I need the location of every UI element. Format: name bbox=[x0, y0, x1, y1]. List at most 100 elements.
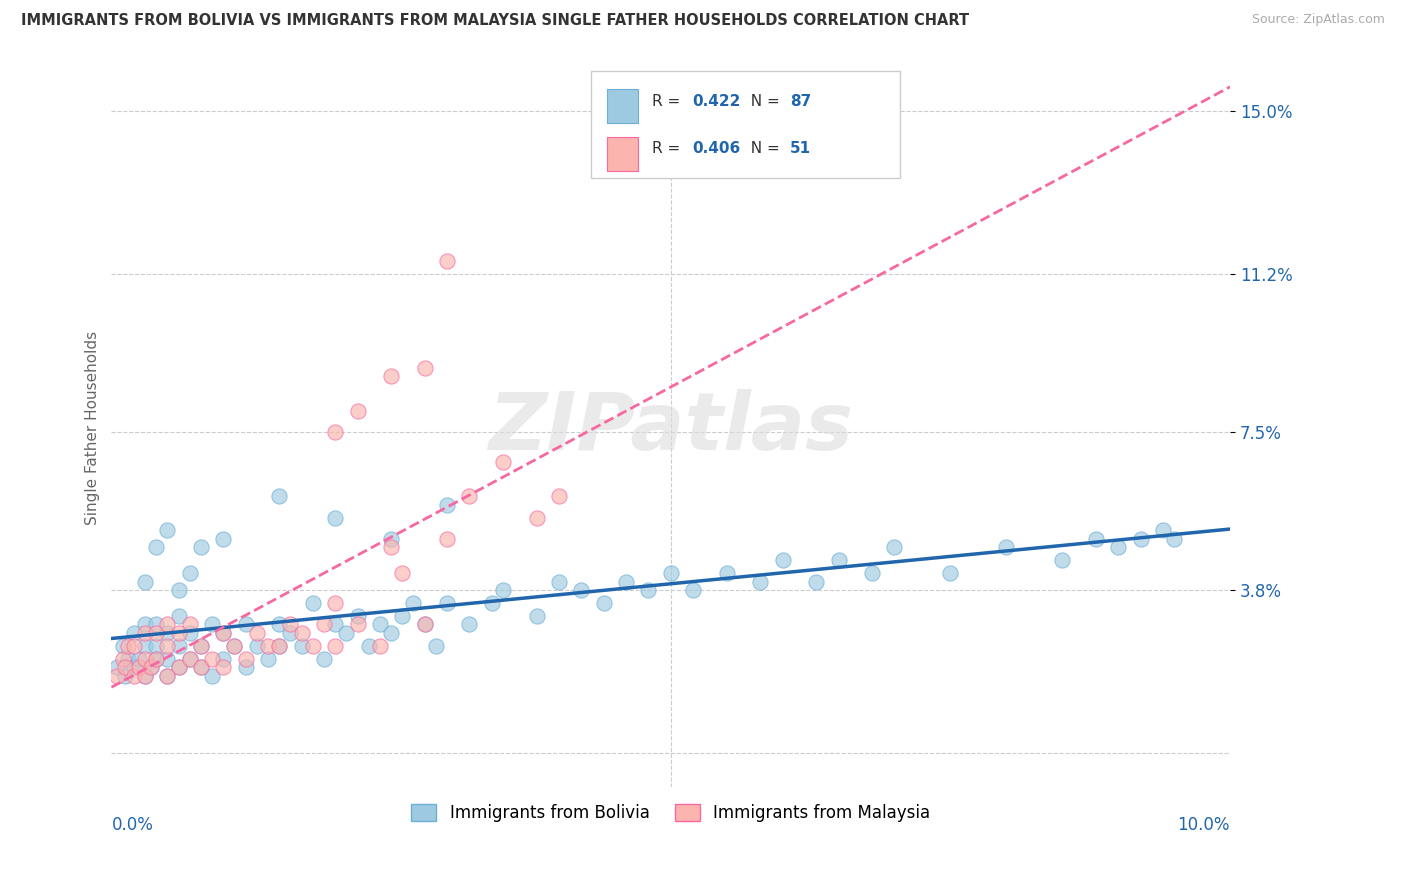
Point bbox=[212, 532, 235, 546]
Point bbox=[312, 617, 335, 632]
Point bbox=[167, 608, 190, 623]
Point bbox=[122, 639, 145, 653]
Point bbox=[128, 660, 150, 674]
Point bbox=[167, 660, 190, 674]
Point bbox=[134, 669, 156, 683]
Point bbox=[190, 660, 212, 674]
Text: R =: R = bbox=[652, 141, 686, 156]
Point bbox=[212, 626, 235, 640]
Point bbox=[312, 651, 335, 665]
Point bbox=[939, 566, 962, 581]
Point bbox=[1163, 532, 1185, 546]
Point bbox=[156, 651, 179, 665]
Text: 0.422: 0.422 bbox=[692, 94, 740, 109]
Text: R =: R = bbox=[652, 94, 686, 109]
Text: N =: N = bbox=[741, 94, 785, 109]
Text: 10.0%: 10.0% bbox=[1178, 815, 1230, 834]
Point bbox=[883, 541, 905, 555]
Point bbox=[122, 669, 145, 683]
Point bbox=[280, 626, 302, 640]
Point bbox=[492, 455, 515, 469]
Point bbox=[346, 617, 368, 632]
Point bbox=[156, 617, 179, 632]
Text: 0.0%: 0.0% bbox=[111, 815, 153, 834]
Point bbox=[1129, 532, 1152, 546]
Point bbox=[716, 566, 738, 581]
Point bbox=[201, 669, 224, 683]
Point bbox=[1152, 524, 1174, 538]
Point bbox=[179, 651, 201, 665]
Point bbox=[827, 553, 849, 567]
Point bbox=[413, 360, 436, 375]
Point bbox=[114, 660, 136, 674]
Point bbox=[492, 583, 515, 598]
Point bbox=[111, 651, 134, 665]
Point bbox=[436, 532, 458, 546]
Point bbox=[134, 617, 156, 632]
Point bbox=[1084, 532, 1107, 546]
Point bbox=[145, 651, 167, 665]
Point bbox=[212, 651, 235, 665]
Point bbox=[548, 489, 571, 503]
Y-axis label: Single Father Households: Single Father Households bbox=[86, 331, 100, 524]
Text: 87: 87 bbox=[790, 94, 811, 109]
Point bbox=[235, 660, 257, 674]
Point bbox=[614, 574, 637, 589]
Point bbox=[224, 639, 246, 653]
Point bbox=[301, 639, 323, 653]
Point bbox=[257, 639, 280, 653]
Text: 51: 51 bbox=[790, 141, 811, 156]
Point bbox=[481, 596, 503, 610]
Point bbox=[246, 639, 269, 653]
Point bbox=[167, 660, 190, 674]
Point bbox=[117, 639, 139, 653]
Point bbox=[105, 660, 128, 674]
Point bbox=[179, 566, 201, 581]
Point bbox=[156, 524, 179, 538]
Point bbox=[179, 626, 201, 640]
Text: ZIPatlas: ZIPatlas bbox=[488, 389, 853, 467]
Point bbox=[436, 254, 458, 268]
Point bbox=[190, 639, 212, 653]
Point bbox=[167, 639, 190, 653]
Point bbox=[269, 489, 291, 503]
Point bbox=[548, 574, 571, 589]
Point bbox=[995, 541, 1018, 555]
Point bbox=[212, 660, 235, 674]
Point bbox=[145, 651, 167, 665]
Point bbox=[257, 651, 280, 665]
Point bbox=[806, 574, 828, 589]
Point bbox=[117, 651, 139, 665]
Point bbox=[368, 617, 391, 632]
Point bbox=[145, 639, 167, 653]
Point bbox=[122, 660, 145, 674]
Point bbox=[111, 639, 134, 653]
Point bbox=[145, 541, 167, 555]
Point bbox=[391, 608, 413, 623]
Point bbox=[190, 660, 212, 674]
Point bbox=[346, 403, 368, 417]
Point bbox=[179, 617, 201, 632]
Point bbox=[335, 626, 357, 640]
Point bbox=[436, 596, 458, 610]
Point bbox=[425, 639, 447, 653]
Point bbox=[380, 532, 402, 546]
Point bbox=[323, 425, 346, 439]
Point bbox=[569, 583, 592, 598]
Point bbox=[291, 639, 314, 653]
Text: 0.406: 0.406 bbox=[692, 141, 740, 156]
Point bbox=[134, 574, 156, 589]
Point bbox=[269, 639, 291, 653]
Point bbox=[1052, 553, 1074, 567]
Point bbox=[139, 660, 162, 674]
Point bbox=[380, 626, 402, 640]
Point bbox=[145, 626, 167, 640]
Point bbox=[637, 583, 659, 598]
Point bbox=[134, 639, 156, 653]
Point bbox=[659, 566, 682, 581]
Point bbox=[413, 617, 436, 632]
Point bbox=[179, 651, 201, 665]
Point bbox=[139, 660, 162, 674]
Point bbox=[380, 541, 402, 555]
Point bbox=[212, 626, 235, 640]
